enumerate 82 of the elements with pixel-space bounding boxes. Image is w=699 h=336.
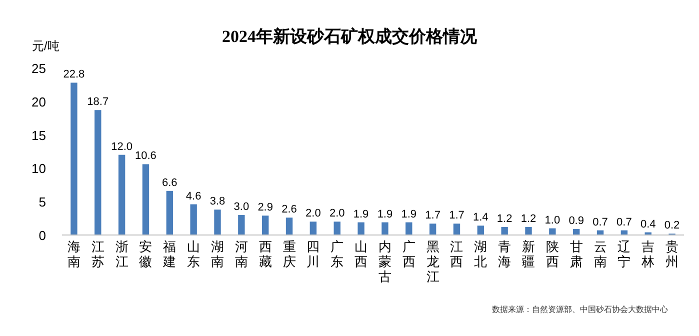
x-tick-label: 山东 <box>187 239 200 269</box>
x-tick-label: 辽宁 <box>618 239 631 269</box>
data-label: 1.0 <box>544 214 560 226</box>
bar <box>286 218 293 235</box>
x-tick-label: 安徽 <box>139 239 152 269</box>
bar <box>166 190 174 235</box>
data-label: 1.7 <box>449 210 464 222</box>
data-label: 2.9 <box>258 202 273 214</box>
data-label: 0.7 <box>616 216 632 228</box>
data-label: 1.2 <box>520 212 536 225</box>
x-tick-label: 甘肃 <box>570 239 583 269</box>
y-tick-label: 0 <box>38 228 46 243</box>
x-tick-label: 新疆 <box>522 239 535 269</box>
chart-title: 2024年新设砂石矿权成交价格情况 <box>222 27 478 46</box>
y-tick-label: 5 <box>38 194 46 210</box>
x-tick-label: 江西 <box>450 239 464 269</box>
x-tick-label: 海南 <box>67 239 80 269</box>
bar <box>310 222 317 235</box>
data-label: 1.7 <box>425 210 440 222</box>
bar <box>549 228 556 235</box>
y-tick-label: 20 <box>32 94 46 110</box>
bar <box>382 222 388 235</box>
x-tick-label: 湖北 <box>474 239 488 269</box>
x-tick-label: 广西 <box>402 239 416 269</box>
bar <box>142 164 150 235</box>
bar <box>334 222 340 235</box>
y-axis-title: 元/吨 <box>32 39 60 53</box>
data-label: 0.9 <box>568 214 584 227</box>
data-label: 22.8 <box>63 68 85 81</box>
bar <box>453 224 460 235</box>
x-tick-label: 江苏 <box>91 239 104 269</box>
x-tick-label: 黑龙江 <box>426 239 440 284</box>
bar <box>70 82 78 235</box>
bar <box>94 110 102 235</box>
data-label: 0.4 <box>640 218 656 230</box>
x-tick-label: 内蒙古 <box>378 239 392 284</box>
data-label: 6.6 <box>162 176 178 189</box>
x-tick-label: 浙江 <box>115 239 128 269</box>
data-label: 1.9 <box>377 208 393 220</box>
data-label: 2.0 <box>306 208 321 220</box>
y-tick-label: 25 <box>32 61 46 76</box>
bar <box>238 214 245 235</box>
data-label: 4.6 <box>186 190 202 202</box>
source-note: 数据来源：自然资源部、中国砂石协会大数据中心 <box>492 305 668 314</box>
data-label: 18.7 <box>87 96 109 108</box>
x-tick-label: 陕西 <box>546 239 559 269</box>
x-tick-label: 重庆 <box>282 239 296 269</box>
x-tick-label: 福建 <box>162 239 176 269</box>
data-label: 1.9 <box>353 208 369 220</box>
data-label: 0.7 <box>592 216 608 228</box>
data-label: 3.8 <box>210 196 226 208</box>
bar <box>358 222 364 235</box>
bar <box>501 226 508 235</box>
x-tick-label: 湖南 <box>211 239 224 269</box>
data-label: 0.2 <box>664 220 680 232</box>
x-tick-label: 山西 <box>354 239 368 269</box>
x-tick-label: 云南 <box>594 239 607 269</box>
bar <box>406 222 412 235</box>
data-label: 2.6 <box>282 204 297 216</box>
data-label: 1.9 <box>401 208 417 220</box>
data-label: 2.0 <box>329 208 345 220</box>
x-tick-label: 河南 <box>234 239 248 269</box>
bar <box>190 204 197 235</box>
data-label: 10.6 <box>135 150 156 162</box>
bar <box>118 154 126 235</box>
bar <box>214 210 221 235</box>
bar <box>525 226 532 235</box>
y-tick-label: 10 <box>32 161 46 176</box>
y-tick-label: 15 <box>32 128 46 143</box>
bar <box>477 226 484 235</box>
x-tick-label: 青海 <box>498 239 512 269</box>
data-label: 3.0 <box>234 200 250 213</box>
bar <box>262 216 269 235</box>
data-label: 1.2 <box>496 212 512 225</box>
x-tick-label: 广东 <box>330 239 344 269</box>
data-label: 12.0 <box>111 140 133 153</box>
x-tick-label: 四川 <box>306 239 320 269</box>
bar <box>429 224 436 235</box>
x-tick-label: 西藏 <box>258 239 272 269</box>
x-tick-label: 贵州 <box>666 239 679 269</box>
x-tick-label: 吉林 <box>640 239 655 269</box>
data-label: 1.4 <box>473 212 488 224</box>
